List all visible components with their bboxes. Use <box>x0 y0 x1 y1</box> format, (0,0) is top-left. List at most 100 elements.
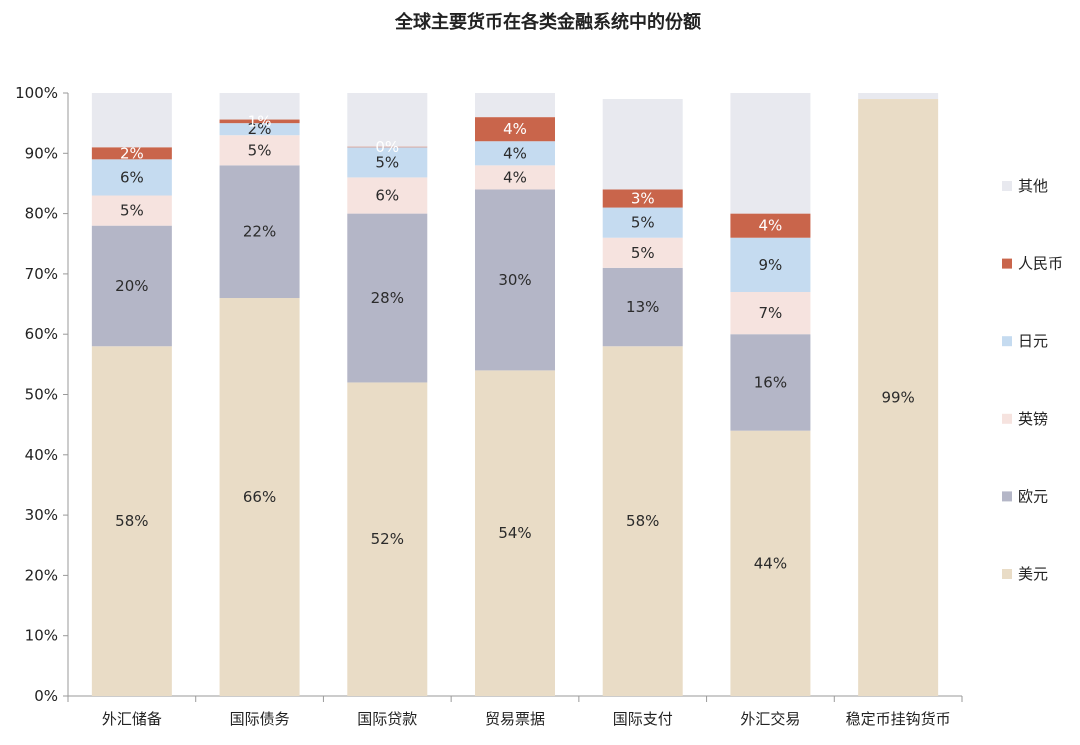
bar-segment <box>219 135 300 166</box>
bar-segment <box>475 93 555 118</box>
data-label: 58% <box>626 512 659 530</box>
data-label: 13% <box>626 298 659 316</box>
bar-segment <box>91 159 172 196</box>
bar-segment <box>602 267 683 347</box>
legend-label: 人民币 <box>1018 255 1063 273</box>
x-tick-label: 稳定币挂钩货币 <box>846 710 951 728</box>
x-tick-label: 国际支付 <box>613 710 673 728</box>
data-label: 2% <box>248 120 272 138</box>
bars-layer <box>91 93 939 696</box>
legend-swatch <box>1002 569 1012 579</box>
data-label: 5% <box>631 244 655 262</box>
bar-segment <box>347 177 428 214</box>
legend-label: 其他 <box>1018 177 1048 195</box>
y-tick-label: 0% <box>34 687 58 705</box>
y-tick-label: 100% <box>15 84 58 102</box>
bar-segment <box>475 370 555 696</box>
data-label: 16% <box>754 373 787 391</box>
y-tick-label: 70% <box>25 265 58 283</box>
data-label: 4% <box>503 168 527 186</box>
bar-segment <box>602 237 683 268</box>
bar-segment <box>475 165 555 190</box>
axis-layer: 0% 10% 20% 30% 40% 50% 60% 70% 80% 90% 100% 外汇储备 国际债… <box>15 84 963 728</box>
data-label: 20% <box>115 277 148 295</box>
data-label: 66% <box>243 488 276 506</box>
bar-segment <box>347 146 428 148</box>
y-tick-label: 90% <box>25 144 58 162</box>
bar-segment <box>730 93 811 214</box>
bar-segment <box>730 334 811 431</box>
bar-segment <box>347 213 428 383</box>
data-label: 99% <box>881 389 914 407</box>
data-label: 30% <box>498 271 531 289</box>
data-label: 28% <box>371 289 404 307</box>
data-label: 22% <box>243 223 276 241</box>
bar-segment <box>475 117 555 142</box>
legend-label: 日元 <box>1018 332 1048 350</box>
data-label: 1% <box>248 112 272 130</box>
bar-segment <box>347 93 428 147</box>
legend-label: 美元 <box>1018 565 1048 583</box>
y-tick-label: 10% <box>25 627 58 645</box>
x-tick-label: 外汇交易 <box>740 710 800 728</box>
data-label: 5% <box>120 202 144 220</box>
bar-segment <box>730 291 811 335</box>
bar-segment <box>219 123 300 136</box>
bar-segment <box>219 165 300 299</box>
data-label: 6% <box>120 168 144 186</box>
data-label: 9% <box>759 256 783 274</box>
bar-segment <box>602 346 683 696</box>
bar-segment <box>219 119 300 124</box>
x-tick-label: 贸易票据 <box>485 710 545 728</box>
data-label: 7% <box>759 304 783 322</box>
bar-segment <box>347 382 428 696</box>
data-label: 44% <box>754 554 787 572</box>
y-tick-label: 60% <box>25 325 58 343</box>
data-label: 4% <box>503 120 527 138</box>
legend-swatch <box>1002 491 1012 502</box>
legend-swatch <box>1002 181 1012 191</box>
legend-label: 英镑 <box>1018 410 1048 428</box>
legend-swatch <box>1002 336 1012 347</box>
x-tick-label: 外汇储备 <box>102 710 162 728</box>
legend-swatch <box>1002 413 1012 424</box>
data-label: 2% <box>120 144 144 162</box>
y-tick-label: 50% <box>25 386 58 404</box>
data-label: 5% <box>375 153 399 171</box>
bar-segment <box>730 430 811 696</box>
data-label: 5% <box>631 214 655 232</box>
bar-segment <box>475 189 555 371</box>
data-labels-layer: 58%20%5%6%2%66%22%5%2%1%52%28%6%5%0%54%3… <box>115 112 915 572</box>
data-label: 4% <box>759 217 783 235</box>
data-label: 4% <box>503 144 527 162</box>
y-tick-label: 40% <box>25 446 58 464</box>
bar-segment <box>347 147 428 178</box>
bar-segment <box>219 93 300 120</box>
data-label: 0% <box>375 138 399 156</box>
bar-segment <box>602 207 683 238</box>
bar-segment <box>475 141 555 166</box>
legend-swatch <box>1002 258 1012 269</box>
bar-segment <box>858 93 939 100</box>
data-label: 52% <box>371 530 404 548</box>
bar-segment <box>91 147 172 160</box>
y-tick-label: 30% <box>25 506 58 524</box>
data-label: 58% <box>115 512 148 530</box>
data-label: 5% <box>248 141 272 159</box>
data-label: 54% <box>498 524 531 542</box>
x-tick-label: 国际贷款 <box>357 710 417 728</box>
bar-segment <box>91 195 172 226</box>
bar-segment <box>91 93 172 148</box>
bar-segment <box>219 298 300 696</box>
legend-label: 欧元 <box>1018 487 1048 505</box>
bar-segment <box>602 99 683 190</box>
bar-segment <box>91 225 172 347</box>
data-label: 3% <box>631 190 655 208</box>
bar-segment <box>730 237 811 292</box>
x-tick-label: 国际债务 <box>230 710 290 728</box>
data-label: 6% <box>375 187 399 205</box>
bar-segment <box>91 346 172 696</box>
